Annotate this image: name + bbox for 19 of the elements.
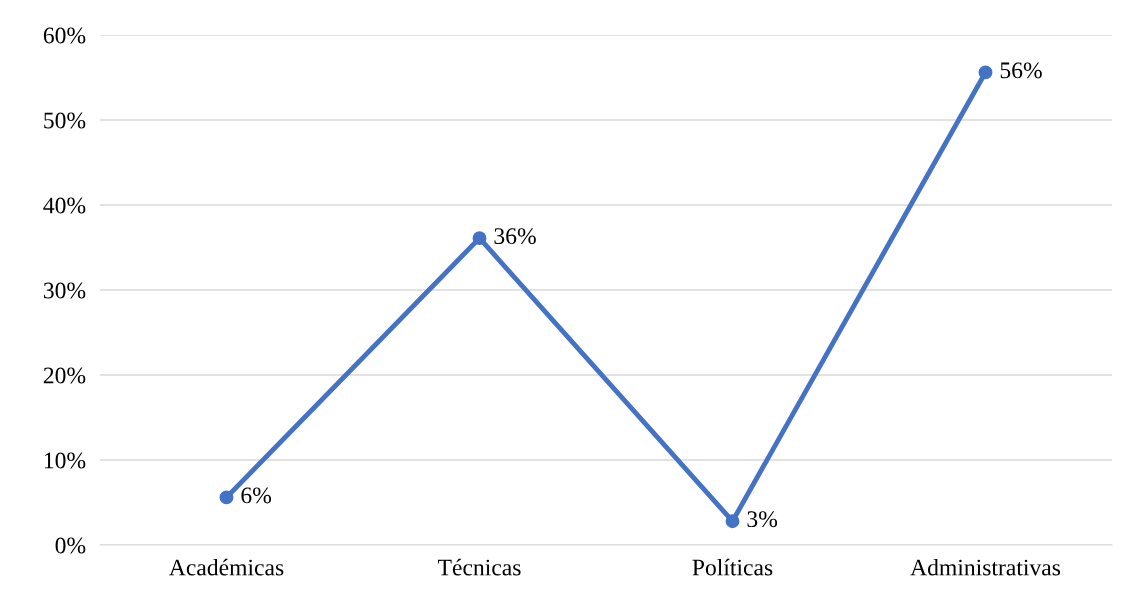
data-label: 6%	[241, 487, 272, 504]
y-tick-label: 30%	[43, 282, 86, 299]
point	[219, 490, 234, 505]
y-tick-label: 0%	[55, 537, 86, 554]
data-label: 3%	[747, 511, 778, 528]
data-label: 36%	[494, 228, 536, 245]
y-tick-label: 40%	[43, 197, 86, 214]
point	[725, 514, 740, 529]
x-tick-label: Administrativas	[910, 558, 1061, 576]
point	[472, 231, 487, 246]
x-tick-label: Políticas	[692, 558, 773, 576]
data-label: 56%	[1000, 62, 1042, 79]
point	[978, 65, 993, 80]
y-tick-label: 20%	[43, 367, 86, 384]
x-tick-label: Técnicas	[437, 558, 521, 576]
x-tick-label: Académicas	[169, 558, 284, 576]
y-tick-label: 50%	[44, 112, 86, 129]
y-tick-label: 10%	[44, 452, 86, 469]
y-tick-label: 60%	[43, 27, 86, 44]
